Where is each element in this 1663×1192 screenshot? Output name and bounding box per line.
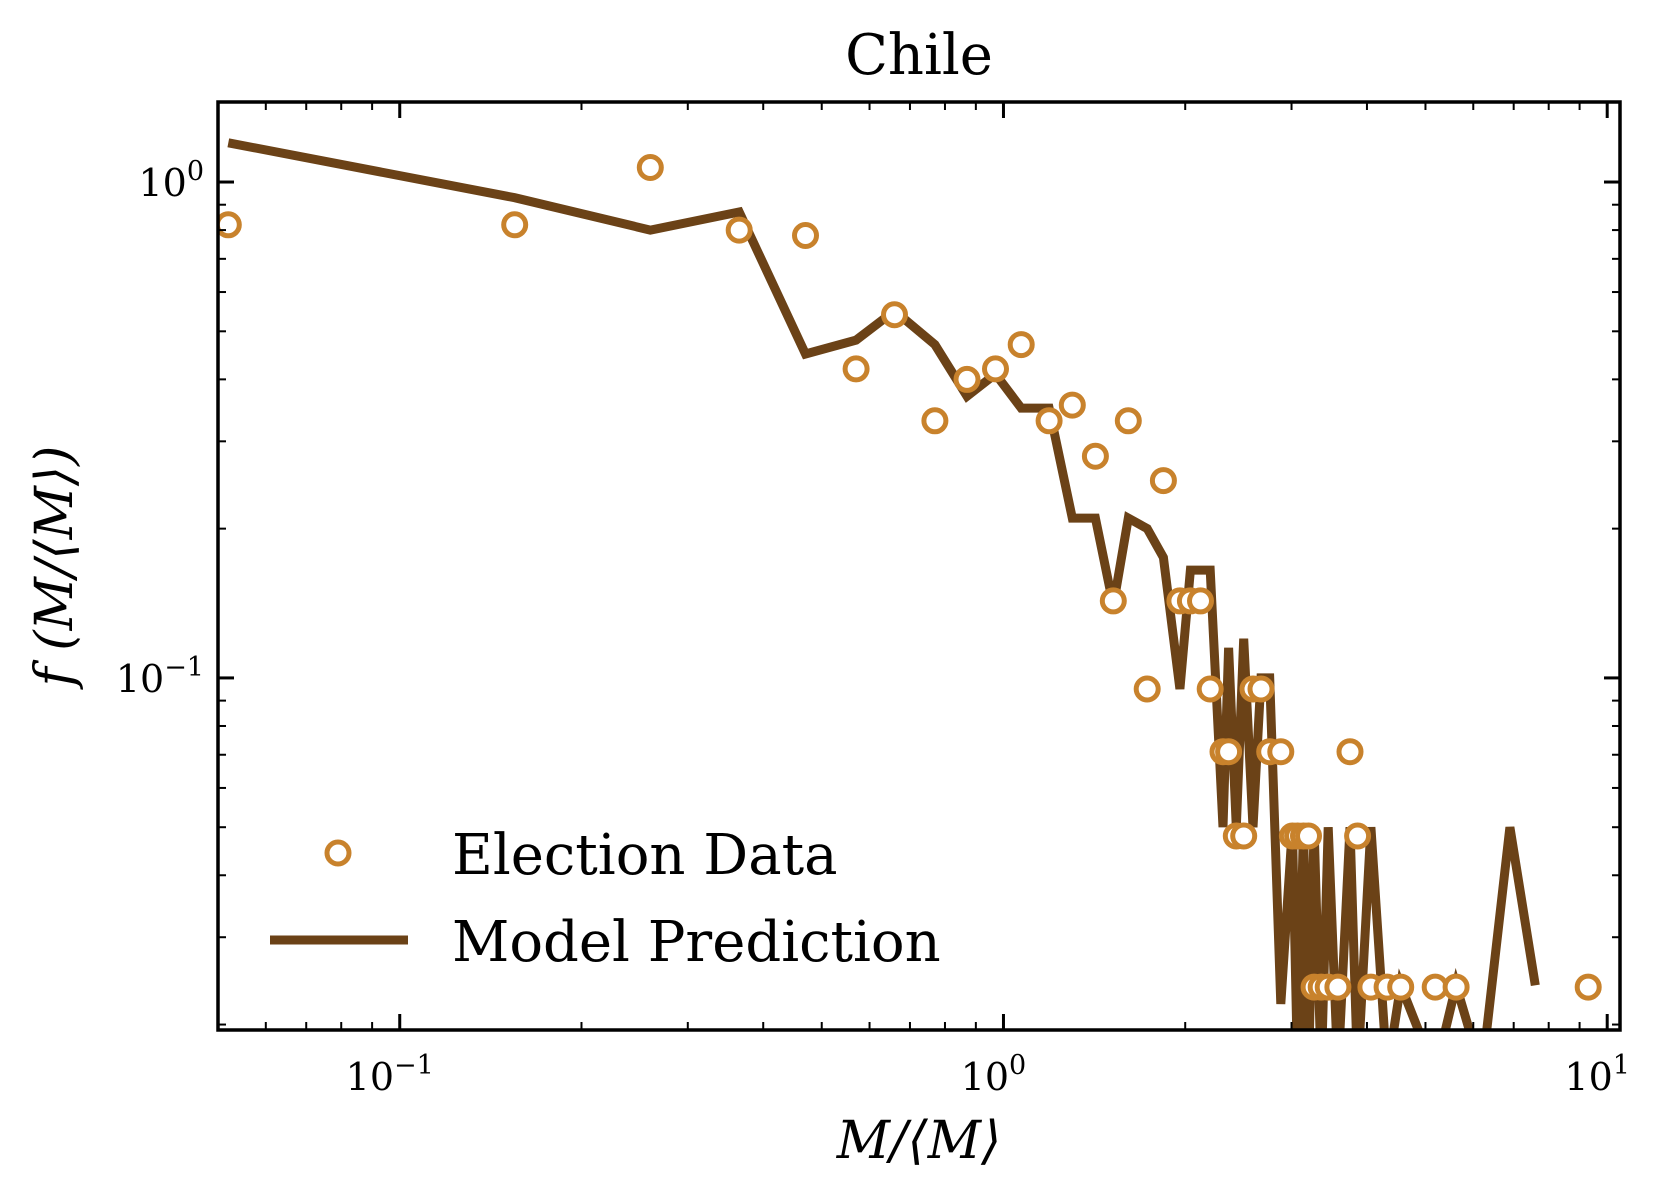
legend-election-data-marker [324,839,352,867]
election-data-point [1114,407,1142,435]
election-data-point [1387,973,1415,1001]
election-data-point [1081,442,1109,470]
election-data-point [1247,675,1275,703]
axis-tick-labels: 10−1 100 101 10−1 100 [116,156,1630,1099]
plot-frame [216,100,1622,1032]
election-data-point [501,211,529,239]
election-data-point [1007,331,1035,359]
election-data-point [1133,675,1161,703]
election-data-point [953,365,981,393]
election-data-point [725,216,753,244]
election-data-point [1336,738,1364,766]
legend: Election Data Model Prediction [270,823,941,975]
election-data-point [881,301,908,329]
election-data-point [1187,587,1214,615]
election-data-point [1230,822,1258,850]
x-tick-label: 100 [961,1050,1027,1099]
election-data-point [1442,973,1470,1001]
election-data-point [1099,587,1127,615]
election-data-point [218,211,242,239]
election-data-point [982,355,1009,383]
y-axis-label: f (M/⟨M⟩) [25,446,85,691]
election-data-point [792,222,819,249]
election-data-point [1344,822,1372,850]
election-data-point [1324,973,1352,1001]
x-axis-label: M/⟨M⟩ [836,1111,1002,1171]
election-data-point [1215,738,1243,766]
y-tick-label: 100 [138,156,204,205]
plot-area [218,138,1602,1030]
election-data-point [1574,973,1602,1001]
x-tick-label: 101 [1564,1050,1630,1099]
x-tick-label: 10−1 [346,1050,434,1099]
election-data-point [1035,407,1063,435]
election-data-point [1149,467,1177,495]
election-data-series [218,154,1602,1001]
chart-title: Chile [845,23,993,88]
election-data-point [1267,738,1295,766]
election-data-point [636,154,664,181]
axis-ticks [218,102,1620,1030]
legend-model-prediction-label: Model Prediction [452,910,941,975]
election-data-point [1196,675,1224,703]
y-tick-label: 10−1 [116,652,204,701]
election-data-point [842,355,870,383]
election-data-point [1058,391,1086,419]
election-data-point [921,407,949,435]
legend-election-data-label: Election Data [452,823,837,888]
election-data-point [1295,822,1322,850]
